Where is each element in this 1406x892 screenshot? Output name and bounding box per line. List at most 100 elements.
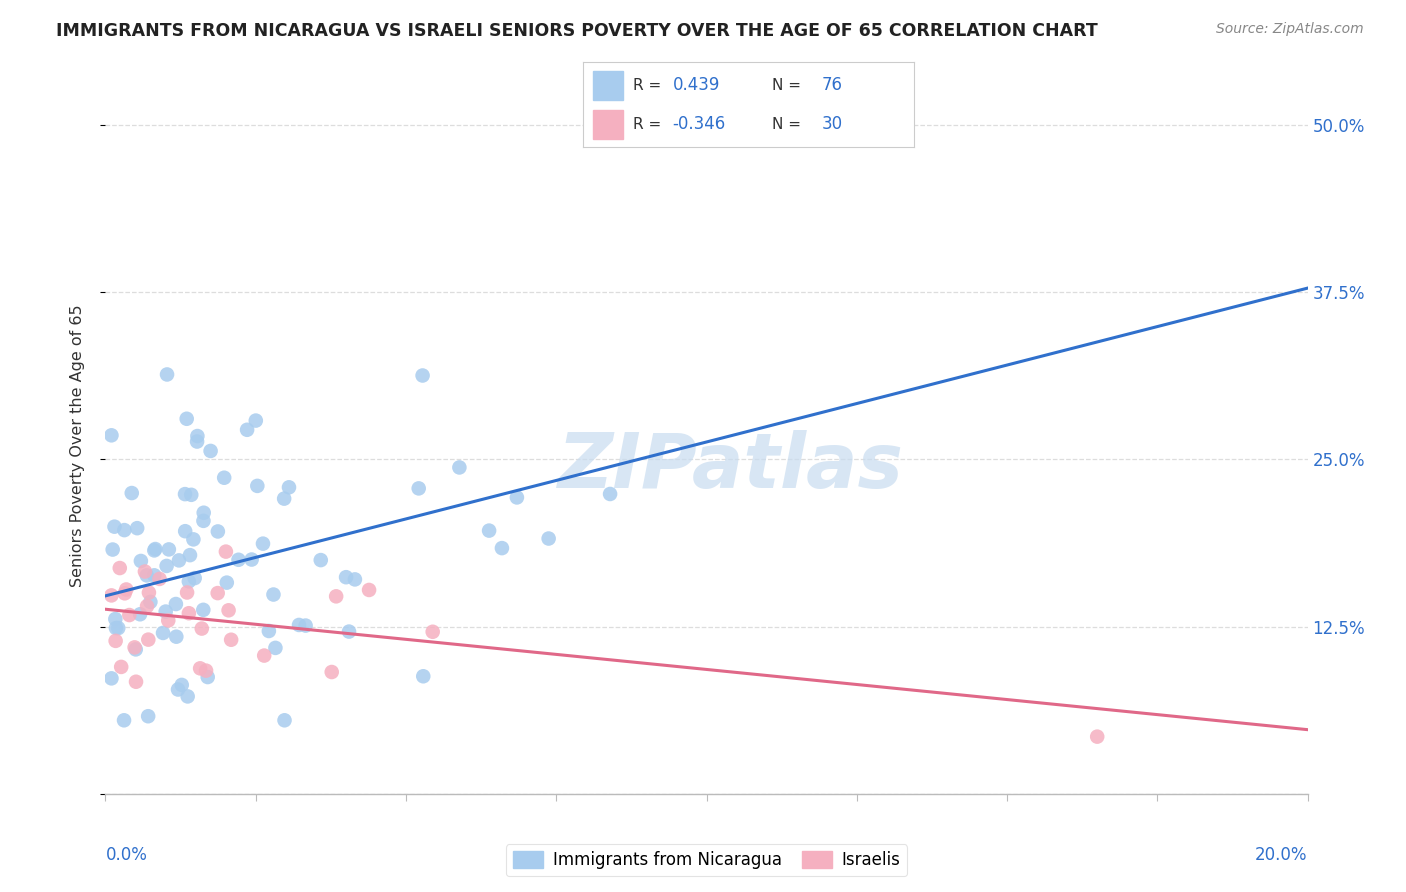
Point	[136, 599, 159, 614]
Point	[143, 543, 166, 558]
Point	[174, 487, 197, 501]
Point	[449, 460, 471, 475]
Point	[412, 669, 434, 683]
Text: N =: N =	[772, 78, 801, 93]
Point	[100, 671, 122, 685]
Text: 0.439: 0.439	[672, 77, 720, 95]
Point	[134, 565, 156, 579]
Point	[215, 544, 238, 558]
Point	[176, 690, 198, 704]
Point	[156, 558, 179, 573]
Bar	[593, 110, 623, 139]
Point	[104, 612, 127, 626]
Point	[253, 648, 276, 663]
Point	[273, 491, 295, 506]
Point	[207, 524, 229, 539]
Text: ZIPatlas: ZIPatlas	[558, 430, 904, 504]
Point	[537, 532, 560, 546]
Point	[228, 553, 250, 567]
Text: IMMIGRANTS FROM NICARAGUA VS ISRAELI SENIORS POVERTY OVER THE AGE OF 65 CORRELAT: IMMIGRANTS FROM NICARAGUA VS ISRAELI SEN…	[56, 22, 1098, 40]
Point	[343, 573, 366, 587]
Point	[118, 608, 141, 623]
Text: -0.346: -0.346	[672, 115, 725, 133]
Point	[218, 603, 240, 617]
Point	[148, 572, 170, 586]
Point	[246, 479, 269, 493]
Point	[179, 548, 201, 562]
Point	[188, 661, 211, 675]
Y-axis label: Seniors Poverty Over the Age of 65: Seniors Poverty Over the Age of 65	[70, 305, 84, 587]
Point	[180, 488, 202, 502]
Point	[167, 682, 190, 697]
Point	[104, 621, 127, 635]
Text: R =: R =	[633, 117, 661, 132]
Point	[337, 624, 360, 639]
Point	[215, 575, 238, 590]
Point	[240, 552, 263, 566]
Point	[412, 368, 434, 383]
Point	[170, 678, 193, 692]
Point	[321, 665, 343, 679]
Bar	[593, 71, 623, 100]
Point	[197, 670, 219, 684]
Point	[177, 606, 200, 620]
Point	[157, 614, 180, 628]
Point	[207, 586, 229, 600]
Point	[143, 542, 166, 557]
Point	[112, 714, 135, 728]
Text: 30: 30	[821, 115, 842, 133]
Point	[325, 590, 347, 604]
Point	[127, 521, 149, 535]
Point	[135, 568, 157, 582]
Text: N =: N =	[772, 117, 801, 132]
Point	[176, 585, 198, 599]
Point	[152, 626, 174, 640]
Point	[195, 664, 218, 678]
Point	[108, 561, 131, 575]
Legend: Immigrants from Nicaragua, Israelis: Immigrants from Nicaragua, Israelis	[506, 845, 907, 876]
Point	[125, 674, 148, 689]
Point	[112, 523, 135, 537]
Point	[115, 582, 138, 597]
Point	[599, 487, 621, 501]
Point	[219, 632, 242, 647]
Point	[103, 519, 125, 533]
Point	[478, 524, 501, 538]
Point	[165, 630, 187, 644]
Point	[100, 588, 122, 602]
Point	[212, 471, 235, 485]
Point	[273, 714, 295, 728]
Point	[110, 660, 132, 674]
Point	[121, 486, 143, 500]
Point	[101, 542, 124, 557]
Point	[262, 588, 284, 602]
Point	[200, 444, 222, 458]
Point	[193, 514, 215, 528]
Point	[143, 568, 166, 582]
Point	[114, 586, 136, 600]
Point	[176, 411, 198, 425]
Point	[107, 621, 129, 635]
Point	[177, 574, 200, 589]
Point	[156, 368, 179, 382]
Point	[104, 633, 127, 648]
Point	[294, 618, 316, 632]
Point	[252, 536, 274, 550]
Point	[136, 709, 159, 723]
Point	[408, 482, 430, 496]
Point	[136, 632, 159, 647]
Point	[129, 554, 152, 568]
Text: 76: 76	[821, 77, 842, 95]
Point	[193, 603, 215, 617]
Point	[157, 542, 180, 557]
Point	[165, 597, 187, 611]
Point	[138, 585, 160, 599]
Point	[174, 524, 197, 539]
Point	[155, 605, 177, 619]
Point	[506, 491, 529, 505]
Text: Source: ZipAtlas.com: Source: ZipAtlas.com	[1216, 22, 1364, 37]
Text: R =: R =	[633, 78, 661, 93]
Point	[257, 624, 280, 638]
Point	[193, 506, 215, 520]
Point	[422, 624, 444, 639]
